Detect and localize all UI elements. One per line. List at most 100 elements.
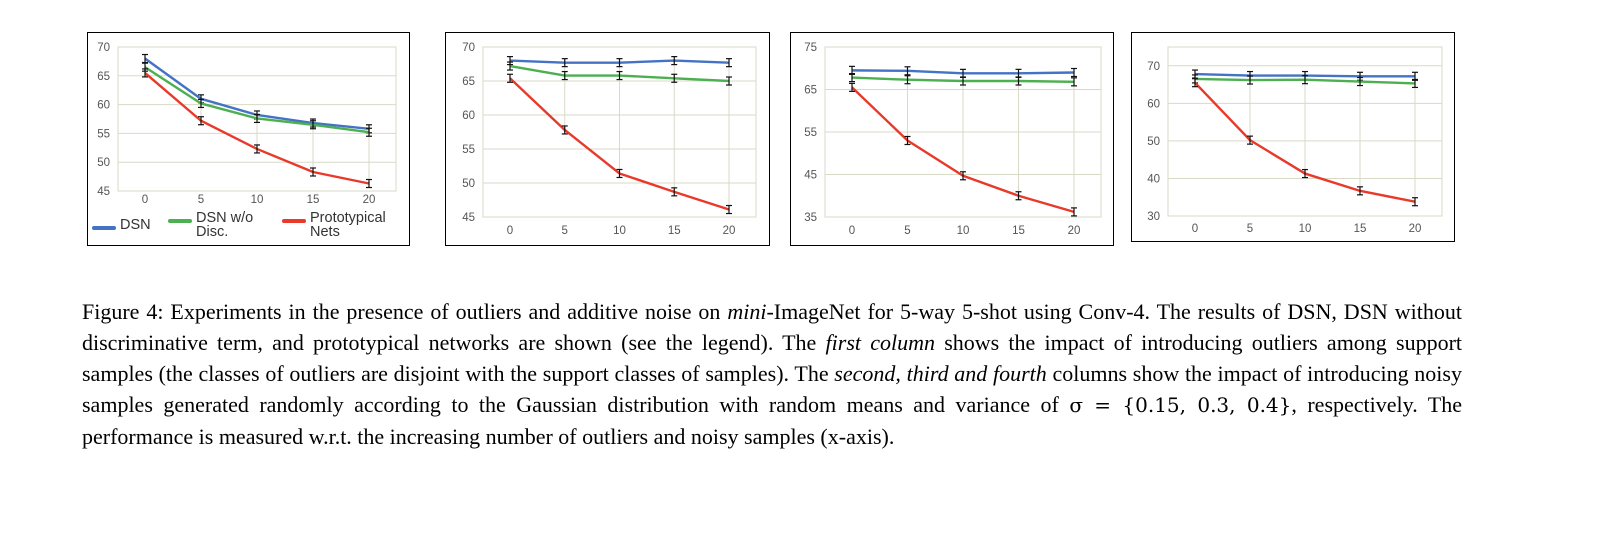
caption-part-1: Figure 4: Experiments in the presence of… [82,299,728,324]
y-tick-label: 30 [1147,211,1160,223]
y-tick-label: 55 [462,144,475,156]
y-tick-label: 40 [1147,173,1160,185]
data-point [849,82,855,92]
legend-label-dsn: DSN [120,217,151,233]
data-point [671,187,678,197]
data-point [1357,186,1363,196]
y-tick-label: 60 [1147,98,1160,110]
chart-panel-1: 45 50 55 60 65 70 0 5 10 15 20 DSN DSN w/o Disc. P… [87,32,410,246]
x-tick-label: 10 [251,194,264,206]
data-point [1302,168,1308,179]
y-tick-label: 50 [97,157,110,169]
chart-panel-3: 35 45 55 65 75 0 5 10 15 20 [790,32,1114,246]
caption-part-4: columns show the impact of introducing n… [82,361,1462,417]
x-tick-label: 15 [1012,225,1025,237]
y-tick-label: 75 [804,42,817,54]
data-point [254,113,260,124]
data-point [1015,76,1022,86]
x-tick-label: 0 [1192,223,1198,235]
data-point [904,135,911,146]
data-point [1015,191,1022,201]
caption-sigma-math: σ = {0.15, 0.3, 0.4} [1069,393,1292,417]
y-tick-label: 70 [97,42,110,54]
x-tick-label: 5 [562,225,568,237]
legend-swatch-dsn-wo-disc [168,219,192,223]
y-tick-label: 55 [97,128,110,140]
x-tick-label: 5 [198,194,204,206]
data-point [1071,67,1077,78]
x-tick-label: 10 [957,225,970,237]
y-tick-label: 35 [804,212,817,224]
caption-first-column: first column [825,330,935,355]
y-tick-label: 45 [804,170,817,182]
caption-mini: mini [727,299,767,324]
data-point [561,125,568,135]
legend: DSN DSN w/o Disc. Prototypical Nets [88,209,411,247]
data-point [1071,207,1077,217]
x-tick-label: 0 [507,225,513,237]
data-point [198,98,204,109]
x-tick-label: 10 [613,225,626,237]
legend-item-prototypical-nets: Prototypical Nets [282,211,386,239]
data-point [960,171,966,181]
y-tick-label: 45 [462,212,475,224]
data-point [671,73,678,83]
data-point [507,73,513,83]
data-point [726,76,732,86]
data-point [310,120,316,130]
data-point [254,144,260,154]
x-tick-label: 0 [849,225,855,237]
x-tick-label: 20 [1068,225,1081,237]
y-tick-label: 65 [97,71,110,83]
legend-swatch-dsn [92,226,116,230]
caption-second-columns: second, third and fourth [834,361,1047,386]
legend-label-dsn-wo-disc: DSN w/o Disc. [196,210,254,240]
legend-swatch-prototypical-nets [282,219,306,223]
legend-item-dsn: DSN [92,218,151,232]
chart-1-svg: 45 50 55 60 65 70 0 5 10 15 20 [97,42,397,206]
y-tick-label: 50 [462,178,475,190]
y-tick-label: 60 [462,110,475,122]
legend-item-dsn-wo-disc: DSN w/o Disc. [168,211,253,239]
y-tick-label: 65 [462,76,475,88]
x-tick-label: 10 [1299,223,1312,235]
y-tick-label: 70 [1147,61,1160,73]
data-point [1247,75,1253,85]
data-point [507,61,513,71]
data-point [1357,76,1363,87]
data-point [366,127,372,137]
y-tick-label: 70 [462,42,475,54]
x-tick-label: 20 [1409,223,1422,235]
y-tick-label: 50 [1147,136,1160,148]
data-point [198,116,204,126]
x-tick-label: 20 [723,225,736,237]
data-point [310,167,316,177]
chart-3-svg: 35 45 55 65 75 0 5 10 15 20 [804,42,1102,237]
chart-panel-4: 30 40 50 60 70 0 5 10 15 20 [1131,32,1455,242]
y-tick-label: 60 [97,100,110,112]
x-tick-label: 5 [1247,223,1253,235]
x-tick-label: 20 [363,194,376,206]
x-tick-label: 5 [904,225,910,237]
data-point [366,178,372,189]
data-point [561,70,568,81]
x-tick-label: 15 [307,194,320,206]
data-point [561,58,568,68]
data-point [1412,78,1418,89]
y-tick-label: 65 [804,85,817,97]
data-point [671,56,678,66]
data-point [904,66,911,76]
caption-part-3: shows the impact of introducing outliers… [82,330,1463,386]
data-point [1412,197,1418,207]
data-point [1071,77,1077,87]
chart-4-svg: 30 40 50 60 70 0 5 10 15 20 [1147,46,1443,235]
caption-part-2: -ImageNet for 5-way 5-shot using Conv-4.… [82,299,1462,355]
data-point [616,58,623,68]
chart-panel-2: 45 50 55 60 65 70 0 5 10 15 20 [445,32,770,246]
data-point [616,70,623,81]
data-point [142,53,148,64]
x-tick-label: 15 [668,225,681,237]
data-point [1192,78,1198,88]
data-point [142,68,148,78]
caption-part-5: , respectively. The performance is measu… [82,392,1462,449]
